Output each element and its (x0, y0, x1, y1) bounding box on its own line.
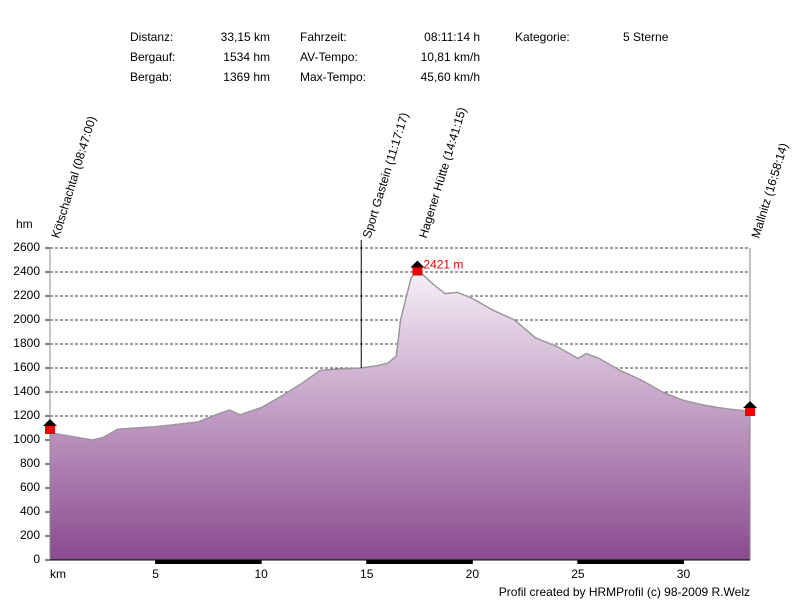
y-tick-label: 1800 (13, 336, 40, 350)
y-tick-label: 2400 (13, 264, 40, 278)
stat-label: Bergab: (130, 70, 172, 84)
stat-value: 45,60 km/h (421, 70, 480, 84)
stat-value: 5 Sterne (623, 30, 669, 44)
y-tick-label: 600 (20, 480, 40, 494)
peak-label: 2421 m (423, 258, 463, 272)
x-tick-label: 10 (254, 567, 268, 581)
stat-value: 08:11:14 h (424, 30, 480, 44)
stat-label: AV-Tempo: (300, 50, 358, 64)
y-tick-label: 1200 (13, 408, 40, 422)
x-tick-label: 5 (152, 567, 159, 581)
waypoint-roof (43, 419, 57, 426)
stat-label: Distanz: (130, 30, 173, 44)
stat-label: Fahrzeit: (300, 30, 347, 44)
stat-value: 1369 hm (223, 70, 270, 84)
y-tick-label: 2600 (13, 240, 40, 254)
waypoint-marker (745, 408, 755, 416)
x-tick-label: 20 (466, 567, 480, 581)
x-tick-label: 30 (677, 567, 691, 581)
y-tick-label: 1600 (13, 360, 40, 374)
footer: Profil created by HRMProfil (c) 98-2009 … (499, 585, 750, 599)
y-tick-label: 1400 (13, 384, 40, 398)
waypoint-label: Kötschachtal (08:47:00) (49, 114, 99, 239)
waypoint-label: Sport Gastein (11:17:17) (360, 111, 412, 240)
stat-label: Kategorie: (515, 30, 570, 44)
y-tick-label: 2200 (13, 288, 40, 302)
waypoint-roof (410, 260, 425, 268)
scale-bar (155, 560, 262, 564)
waypoint-label: Hagener Hütte (14:41:15) (416, 106, 469, 240)
waypoint-label: Mallnitz (16:58:14) (749, 141, 791, 239)
scale-bar (577, 560, 684, 564)
y-tick-label: 0 (33, 552, 40, 566)
elevation-area (50, 269, 750, 560)
x-axis-label: km (50, 567, 66, 581)
y-tick-label: 2000 (13, 312, 40, 326)
stat-value: 1534 hm (223, 50, 270, 64)
x-tick-label: 15 (360, 567, 374, 581)
scale-bar (366, 560, 473, 564)
stat-value: 33,15 km (221, 30, 270, 44)
waypoint-marker (412, 267, 423, 276)
waypoint-roof (743, 401, 757, 408)
stat-label: Bergauf: (130, 50, 175, 64)
stat-label: Max-Tempo: (300, 70, 366, 84)
y-tick-label: 1000 (13, 432, 40, 446)
y-axis-label: hm (16, 217, 33, 231)
y-tick-label: 800 (20, 456, 40, 470)
y-tick-label: 400 (20, 504, 40, 518)
stat-value: 10,81 km/h (421, 50, 480, 64)
y-tick-label: 200 (20, 528, 40, 542)
x-tick-label: 25 (571, 567, 585, 581)
elevation-line (49, 268, 751, 441)
waypoint-marker (45, 426, 55, 434)
